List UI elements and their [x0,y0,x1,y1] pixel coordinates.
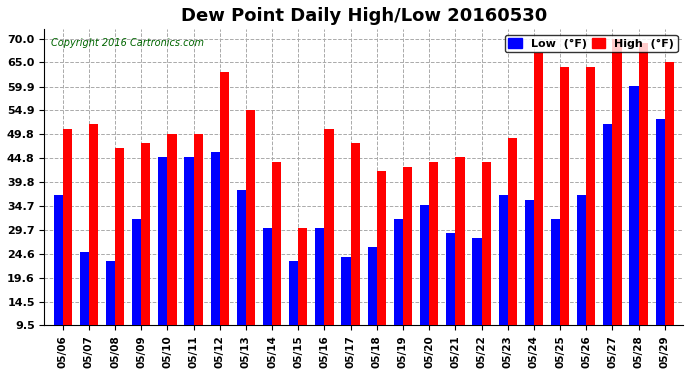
Bar [577,195,586,370]
Bar [298,228,308,370]
Bar [168,134,177,370]
Bar [220,72,229,370]
Bar [664,63,674,370]
Bar [289,261,298,370]
Bar [272,162,282,370]
Bar [184,157,194,370]
Bar [499,195,508,370]
Bar [534,53,543,370]
Legend: Low  (°F), High  (°F): Low (°F), High (°F) [505,35,678,52]
Bar [80,252,89,370]
Bar [315,228,324,370]
Bar [508,138,517,370]
Bar [351,143,359,370]
Bar [89,124,98,370]
Bar [403,167,412,370]
Bar [473,238,482,370]
Bar [194,134,203,370]
Bar [446,233,455,370]
Bar [132,219,141,370]
Bar [246,110,255,370]
Bar [158,157,168,370]
Bar [420,205,429,370]
Bar [551,219,560,370]
Bar [141,143,150,370]
Bar [237,190,246,370]
Bar [368,247,377,370]
Bar [394,219,403,370]
Bar [106,261,115,370]
Bar [342,257,351,370]
Bar [603,124,613,370]
Bar [429,162,438,370]
Bar [656,119,664,370]
Bar [629,86,638,370]
Title: Dew Point Daily High/Low 20160530: Dew Point Daily High/Low 20160530 [181,7,547,25]
Bar [638,44,648,370]
Bar [613,39,622,370]
Bar [524,200,534,370]
Bar [63,129,72,370]
Bar [210,153,220,370]
Bar [54,195,63,370]
Bar [482,162,491,370]
Bar [115,148,124,370]
Bar [560,67,569,370]
Bar [586,67,595,370]
Bar [455,157,464,370]
Text: Copyright 2016 Cartronics.com: Copyright 2016 Cartronics.com [51,38,204,48]
Bar [377,171,386,370]
Bar [324,129,334,370]
Bar [263,228,272,370]
